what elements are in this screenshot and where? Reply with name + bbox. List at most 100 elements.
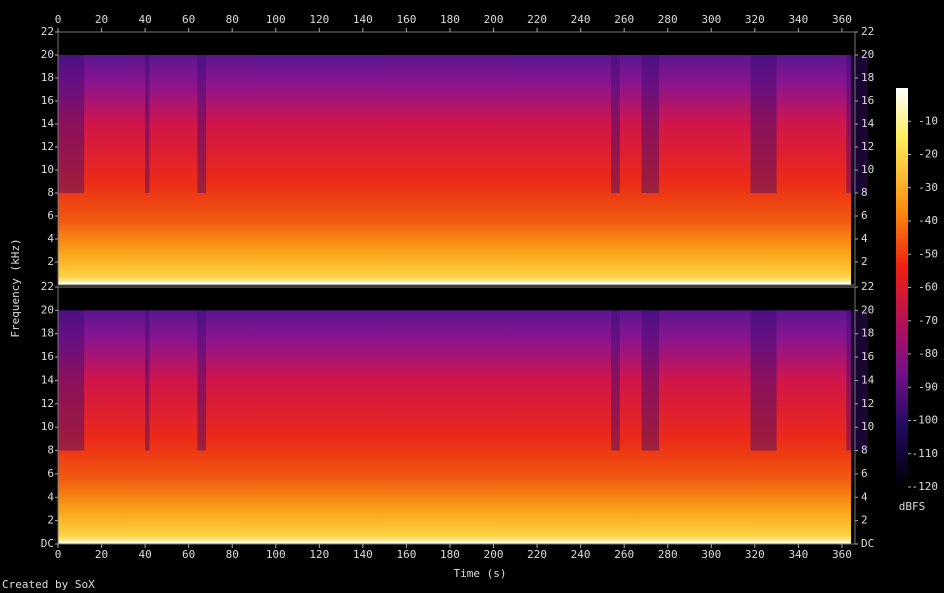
quiet-region	[641, 310, 660, 451]
quiet-region	[750, 310, 777, 451]
y-tick-label: 18	[41, 71, 54, 84]
y-tick-label-right: 22	[861, 25, 874, 38]
y-tick-label-right: DC	[861, 537, 874, 550]
spectrogram	[58, 310, 851, 544]
x-tick-label: 40	[138, 548, 151, 561]
y-tick-label-right: 16	[861, 350, 874, 363]
colorbar-tick-label: -30	[918, 181, 938, 194]
x-tick-label-top: 160	[396, 13, 416, 26]
x-tick-label-top: 280	[658, 13, 678, 26]
quiet-region	[197, 55, 207, 193]
x-tick-label-top: 360	[832, 13, 852, 26]
y-tick-label: DC	[41, 537, 54, 550]
x-axis-label: Time (s)	[454, 567, 507, 580]
panel-frame	[57, 286, 856, 545]
y-tick-label: 4	[47, 490, 54, 503]
y-tick-label-right: 2	[861, 255, 868, 268]
quiet-region	[145, 55, 150, 193]
y-tick-label-right: 14	[861, 117, 875, 130]
x-tick-label-top: 100	[266, 13, 286, 26]
y-tick-label-right: 2	[861, 514, 868, 527]
spectrogram	[58, 55, 851, 285]
y-tick-label: 6	[47, 467, 54, 480]
x-tick-label-top: 260	[614, 13, 634, 26]
y-tick-label: 20	[41, 48, 54, 61]
colorbar-tick-label: -40	[918, 214, 938, 227]
x-tick-label: 340	[788, 548, 808, 561]
y-tick-label-right: 20	[861, 48, 874, 61]
colorbar-tick-label: -60	[918, 281, 938, 294]
y-tick-label-right: 6	[861, 467, 868, 480]
y-tick-label-right: 18	[861, 327, 874, 340]
x-tick-label: 120	[309, 548, 329, 561]
y-tick-label: 20	[41, 303, 54, 316]
quiet-region	[641, 55, 660, 193]
y-axis-label: Frequency (kHz)	[9, 238, 22, 337]
x-tick-label-top: 60	[182, 13, 195, 26]
dc-line	[58, 541, 851, 544]
y-tick-label-right: 4	[861, 490, 868, 503]
y-tick-label: 12	[41, 140, 54, 153]
y-tick-label: 16	[41, 94, 54, 107]
x-tick-label-top: 180	[440, 13, 460, 26]
colorbar-label: dBFS	[899, 500, 926, 513]
colorbar-tick-label: -120	[912, 480, 939, 493]
y-tick-label: 6	[47, 209, 54, 222]
quiet-region	[611, 310, 620, 451]
x-tick-label-top: 340	[788, 13, 808, 26]
x-tick-label-top: 40	[138, 13, 151, 26]
y-tick-label-right: 6	[861, 209, 868, 222]
y-tick-label-right: 22	[861, 280, 874, 293]
colorbar-tick-label: -10	[918, 114, 938, 127]
x-tick-label-top: 20	[95, 13, 108, 26]
colorbar-tick-label: -70	[918, 314, 938, 327]
x-tick-label-top: 120	[309, 13, 329, 26]
quiet-region	[750, 55, 777, 193]
y-tick-label: 8	[47, 444, 54, 457]
x-tick-label: 60	[182, 548, 195, 561]
x-tick-label: 300	[701, 548, 721, 561]
colorbar-tick-label: -50	[918, 247, 938, 260]
quiet-region	[58, 310, 85, 451]
colorbar	[896, 88, 908, 487]
y-tick-label-right: 10	[861, 163, 874, 176]
y-tick-label-right: 8	[861, 444, 868, 457]
y-tick-label: 18	[41, 327, 54, 340]
x-tick-label: 140	[353, 548, 373, 561]
footer: Created by SoX	[2, 578, 95, 591]
y-tick-label: 16	[41, 350, 54, 363]
y-tick-label: 10	[41, 420, 54, 433]
x-tick-label-top: 320	[745, 13, 765, 26]
y-tick-label-right: 14	[861, 373, 875, 386]
x-tick-label-top: 200	[484, 13, 504, 26]
x-tick-label: 220	[527, 548, 547, 561]
x-tick-label-top: 220	[527, 13, 547, 26]
colorbar-tick-label: -20	[918, 148, 938, 161]
y-tick-label-right: 4	[861, 232, 868, 245]
y-tick-label-right: 18	[861, 71, 874, 84]
x-tick-label: 360	[832, 548, 852, 561]
x-tick-label: 240	[571, 548, 591, 561]
x-tick-label: 80	[226, 548, 239, 561]
y-tick-label-right: 12	[861, 140, 874, 153]
x-tick-label-top: 240	[571, 13, 591, 26]
y-tick-label: 8	[47, 186, 54, 199]
y-tick-label: 14	[41, 373, 55, 386]
y-tick-label: 12	[41, 397, 54, 410]
x-tick-label: 180	[440, 548, 460, 561]
y-tick-label-right: 8	[861, 186, 868, 199]
x-tick-label-top: 300	[701, 13, 721, 26]
quiet-region	[145, 310, 150, 451]
x-tick-label: 320	[745, 548, 765, 561]
dc-line	[58, 282, 851, 285]
quiet-region	[197, 310, 207, 451]
y-tick-label: 10	[41, 163, 54, 176]
y-tick-label-right: 20	[861, 303, 874, 316]
y-tick-label-right: 12	[861, 397, 874, 410]
quiet-region	[58, 55, 85, 193]
colorbar-tick-label: -80	[918, 347, 938, 360]
colorbar-tick-label: -100	[912, 414, 939, 427]
y-tick-label: 22	[41, 25, 54, 38]
y-tick-label-right: 16	[861, 94, 874, 107]
